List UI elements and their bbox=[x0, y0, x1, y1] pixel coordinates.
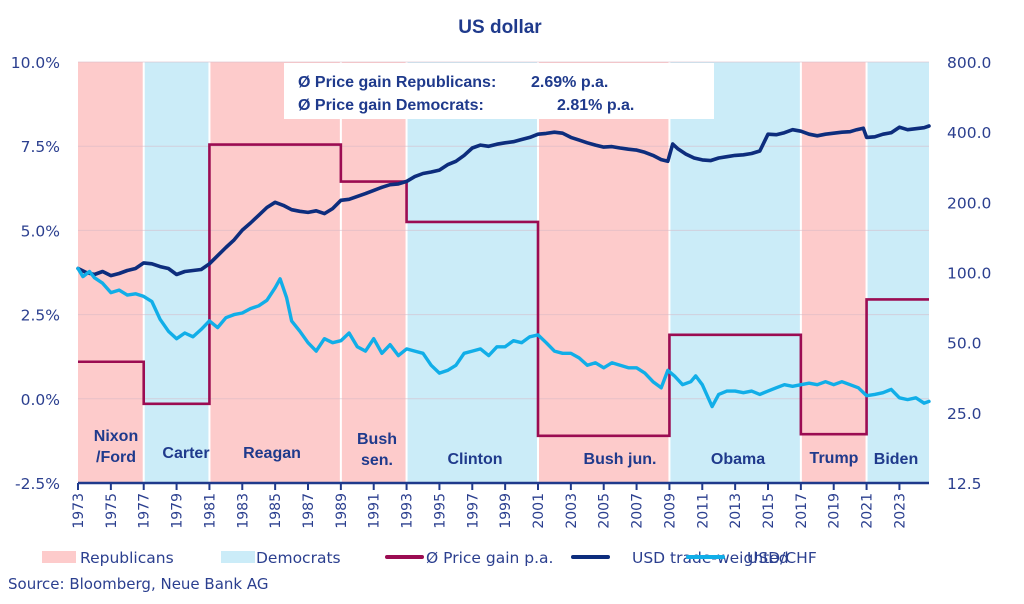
x-tick-label: 2005 bbox=[597, 493, 613, 529]
usd-chf-line bbox=[76, 266, 931, 409]
president-label-line: Nixon bbox=[94, 428, 138, 445]
x-tick-label: 2003 bbox=[564, 493, 580, 529]
x-tick-label: 1991 bbox=[367, 493, 383, 529]
x-tick-label: 2013 bbox=[728, 493, 744, 529]
x-tick-label: 2009 bbox=[662, 493, 678, 529]
x-tick-label: 1993 bbox=[400, 493, 416, 529]
legend-label: Republicans bbox=[80, 549, 174, 567]
y-right-tick-label: 800.0 bbox=[947, 54, 991, 72]
term-band-r bbox=[800, 62, 867, 483]
x-tick-label: 1999 bbox=[498, 493, 514, 529]
legend-label: Ø Price gain p.a. bbox=[426, 549, 553, 567]
y-right-tick-label: 50.0 bbox=[947, 335, 982, 353]
president-labels: Nixon/Ford Carter Reagan Bush sen. Clinton Bus… bbox=[94, 428, 918, 469]
x-tick-label: 2023 bbox=[892, 493, 908, 529]
president-label: Nixon/Ford bbox=[94, 428, 138, 466]
x-tick-label: 1979 bbox=[170, 493, 186, 529]
y-left-tick-label: 5.0% bbox=[21, 222, 60, 240]
x-tick-label: 2017 bbox=[794, 493, 810, 529]
president-label: Bush jun. bbox=[584, 451, 657, 468]
axes: 10.0% 7.5% 5.0% 2.5% 0.0% -2.5% 800.0 400.0 200.… bbox=[11, 54, 992, 529]
president-label: Biden bbox=[874, 451, 918, 468]
x-tick-label: 1985 bbox=[268, 493, 284, 529]
gridlines bbox=[78, 61, 929, 400]
info-label-democrats: Ø Price gain Democrats: bbox=[298, 97, 484, 114]
y-right-tick-label: 12.5 bbox=[947, 475, 982, 493]
x-tick-label: 2019 bbox=[827, 493, 843, 529]
president-label: Clinton bbox=[447, 451, 502, 468]
y-right-tick-label: 400.0 bbox=[947, 124, 991, 142]
president-label-line: Obama bbox=[711, 451, 765, 468]
series-lines bbox=[76, 124, 931, 438]
legend: Republicans Democrats Ø Price gain p.a. USD… bbox=[42, 549, 817, 567]
president-label-line: Biden bbox=[874, 451, 918, 468]
info-value-democrats: 2.81% p.a. bbox=[557, 97, 634, 114]
x-tick-label: 1981 bbox=[202, 493, 218, 529]
president-label-line: /Ford bbox=[96, 449, 136, 466]
y-right-tick-label: 25.0 bbox=[947, 405, 982, 423]
x-tick-label: 1983 bbox=[235, 493, 251, 529]
y-left-tick-label: 10.0% bbox=[11, 54, 60, 72]
y-left-tick-label: 0.0% bbox=[21, 391, 60, 409]
president-label-line: Bush jun. bbox=[584, 451, 657, 468]
x-tick-label: 2011 bbox=[695, 493, 711, 529]
president-label-line: Reagan bbox=[243, 445, 301, 462]
president-label-line: Bush bbox=[357, 431, 397, 448]
x-tick-label: 2001 bbox=[531, 493, 547, 529]
term-band-d bbox=[669, 62, 801, 483]
y-right-tick-label: 200.0 bbox=[947, 194, 991, 212]
y-left-tick-label: 7.5% bbox=[21, 138, 60, 156]
y-left-tick-label: -2.5% bbox=[15, 475, 60, 493]
legend-label: Democrats bbox=[256, 549, 341, 567]
x-tick-label: 1975 bbox=[104, 493, 120, 529]
x-tick-label: 1997 bbox=[465, 493, 481, 529]
y-left-tick-label: 2.5% bbox=[21, 307, 60, 325]
source-note: Source: Bloomberg, Neue Bank AG bbox=[8, 575, 269, 593]
president-label: Carter bbox=[162, 445, 209, 462]
term-band-d bbox=[406, 62, 538, 483]
x-tick-label: 1989 bbox=[334, 493, 350, 529]
president-label-line: sen. bbox=[361, 452, 393, 469]
usd-trade-weighted-line bbox=[76, 124, 931, 278]
term-band-r bbox=[538, 62, 670, 483]
president-label-line: Clinton bbox=[447, 451, 502, 468]
info-box: Ø Price gain Republicans: 2.69% p.a. Ø P… bbox=[284, 63, 714, 119]
x-tick-label: 2015 bbox=[761, 493, 777, 529]
legend-label: USD/CHF bbox=[747, 549, 817, 567]
term-band-r bbox=[340, 62, 407, 483]
y-right-tick-label: 100.0 bbox=[947, 265, 991, 283]
x-tick-label: 2007 bbox=[630, 493, 646, 529]
info-box-background bbox=[284, 63, 714, 119]
president-label: Trump bbox=[810, 450, 859, 467]
price-gain-line bbox=[78, 143, 929, 438]
term-band-r bbox=[209, 62, 341, 483]
x-tick-label: 1995 bbox=[432, 493, 448, 529]
president-label: Bush sen. bbox=[357, 431, 397, 469]
x-tick-label: 1977 bbox=[137, 493, 153, 529]
x-tick-label: 1987 bbox=[301, 493, 317, 529]
president-label-line: Trump bbox=[810, 450, 859, 467]
legend-swatch-democrats bbox=[221, 551, 255, 563]
president-label-line: Carter bbox=[162, 445, 209, 462]
president-label: Reagan bbox=[243, 445, 301, 462]
info-label-republicans: Ø Price gain Republicans: bbox=[298, 74, 496, 91]
x-tick-label: 1973 bbox=[71, 493, 87, 529]
president-label: Obama bbox=[711, 451, 765, 468]
term-band-d bbox=[866, 62, 929, 483]
legend-swatch-republicans bbox=[42, 551, 76, 563]
info-value-republicans: 2.69% p.a. bbox=[531, 74, 608, 91]
chart-title: US dollar bbox=[458, 17, 542, 38]
x-tick-label: 2021 bbox=[860, 493, 876, 529]
